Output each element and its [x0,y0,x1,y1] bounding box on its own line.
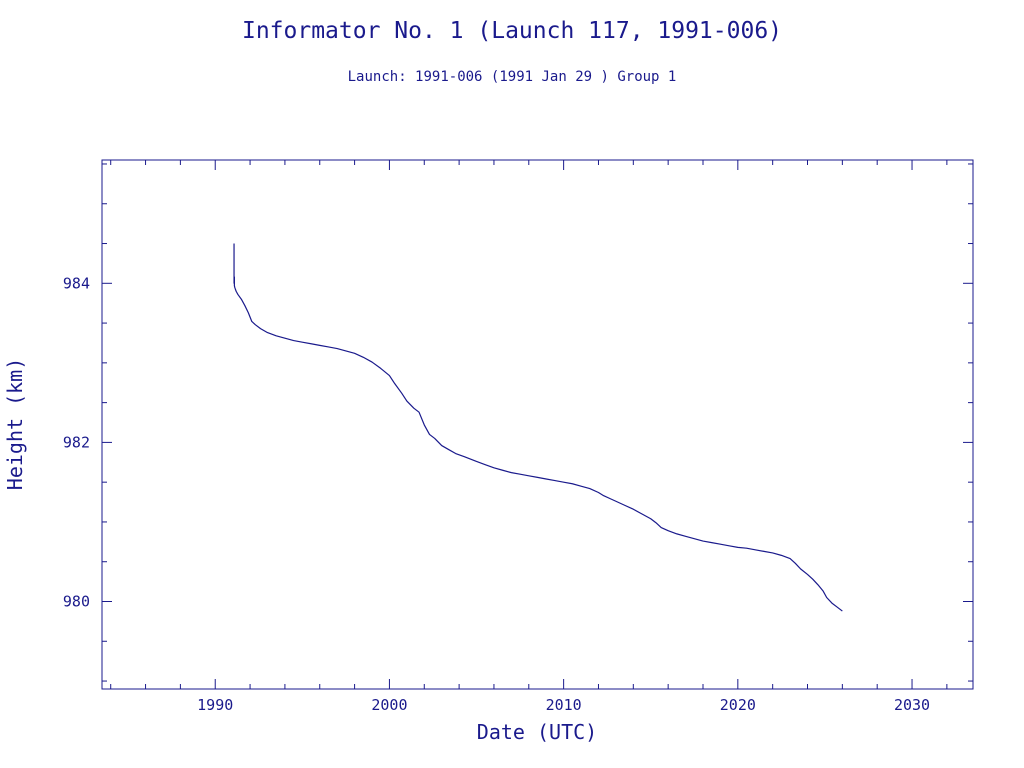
axis-ticks [102,160,973,689]
x-tick-label: 1990 [197,696,233,714]
chart-subtitle: Launch: 1991-006 (1991 Jan 29 ) Group 1 [348,69,677,85]
chart-title: Informator No. 1 (Launch 117, 1991-006) [242,18,782,44]
y-tick-label: 980 [63,592,90,610]
x-tick-label: 2020 [720,696,756,714]
x-axis-label: Date (UTC) [477,720,597,744]
plot-frame [101,159,974,690]
y-tick-label: 984 [63,274,90,292]
y-tick-labels: 980 982 984 [63,274,90,610]
x-tick-label: 2030 [894,696,930,714]
x-tick-labels: 1990 2000 2010 2020 2030 [197,696,930,714]
x-tick-label: 2010 [546,696,582,714]
y-axis-label: Height (km) [3,358,27,490]
x-tick-label: 2000 [371,696,407,714]
height-series-line [233,243,843,612]
y-tick-label: 982 [63,433,90,451]
